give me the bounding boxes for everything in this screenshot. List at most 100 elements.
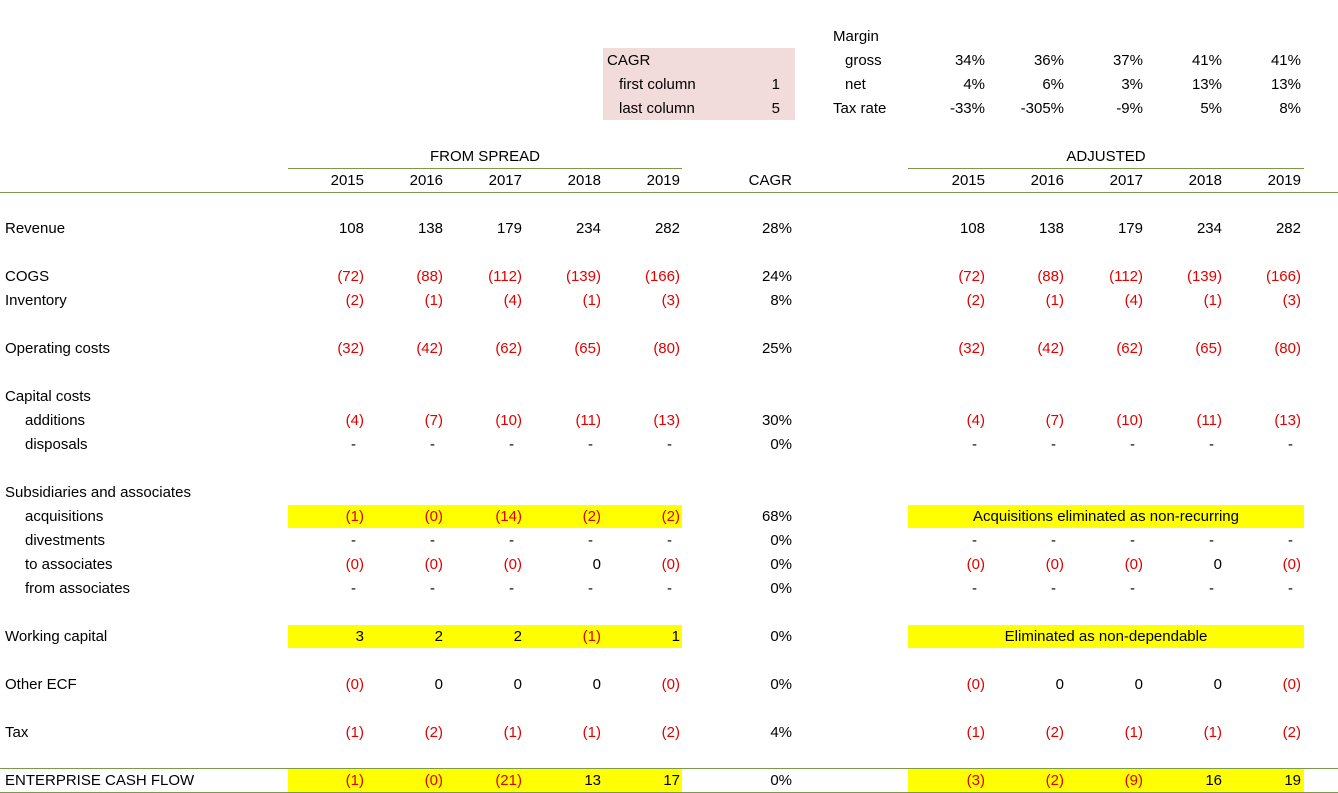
adjusted-value-cell[interactable]: (139) [1186, 268, 1222, 285]
cagr-value-cell[interactable]: 68% [761, 508, 792, 525]
adjusted-value-cell[interactable]: - [1051, 580, 1056, 597]
spread-value-cell[interactable]: - [667, 532, 672, 549]
adjusted-value-cell[interactable]: 16 [1205, 772, 1222, 789]
adjusted-value-cell[interactable]: (0) [1282, 676, 1301, 693]
adjusted-value-cell[interactable]: (4) [966, 412, 985, 429]
adjusted-value-cell[interactable]: 0 [1134, 676, 1143, 693]
adjusted-value-cell[interactable]: (1) [1124, 724, 1143, 741]
spread-value-cell[interactable]: (0) [424, 508, 443, 525]
spread-value-cell[interactable]: (72) [337, 268, 364, 285]
adjusted-value-cell[interactable]: (62) [1116, 340, 1143, 357]
adjusted-value-cell[interactable]: (1) [1203, 724, 1222, 741]
adjusted-value-cell[interactable]: (0) [1045, 556, 1064, 573]
spread-value-cell[interactable]: 2 [513, 628, 522, 645]
first-column-value[interactable]: 1 [771, 76, 780, 93]
spread-value-cell[interactable]: (1) [582, 724, 601, 741]
spread-value-cell[interactable]: (3) [661, 292, 680, 309]
cagr-value-cell[interactable]: 25% [761, 340, 792, 357]
spread-value-cell[interactable]: 179 [496, 220, 522, 237]
spread-value-cell[interactable]: (88) [416, 268, 443, 285]
spread-value-cell[interactable]: - [667, 436, 672, 453]
adjusted-value-cell[interactable]: 282 [1275, 220, 1301, 237]
adjusted-value-cell[interactable]: 179 [1117, 220, 1143, 237]
spread-value-cell[interactable]: - [430, 436, 435, 453]
tax-margin-value[interactable]: -9% [1116, 100, 1143, 117]
adjusted-value-cell[interactable]: - [972, 532, 977, 549]
adjusted-value-cell[interactable]: (10) [1116, 412, 1143, 429]
adjusted-value-cell[interactable]: (3) [1282, 292, 1301, 309]
adjusted-value-cell[interactable]: - [1051, 532, 1056, 549]
spread-value-cell[interactable]: (0) [661, 676, 680, 693]
net-margin-value[interactable]: 13% [1270, 76, 1301, 93]
spread-value-cell[interactable]: (2) [424, 724, 443, 741]
spread-value-cell[interactable]: 108 [338, 220, 364, 237]
cagr-value-cell[interactable]: 0% [770, 676, 792, 693]
gross-margin-value[interactable]: 41% [1191, 52, 1222, 69]
spread-value-cell[interactable]: - [351, 436, 356, 453]
net-margin-value[interactable]: 3% [1121, 76, 1143, 93]
adjusted-value-cell[interactable]: 0 [1213, 556, 1222, 573]
spread-value-cell[interactable]: (0) [661, 556, 680, 573]
adjusted-value-cell[interactable]: (9) [1124, 772, 1143, 789]
tax-margin-value[interactable]: 5% [1200, 100, 1222, 117]
adjusted-value-cell[interactable]: (1) [1045, 292, 1064, 309]
adjusted-value-cell[interactable]: (80) [1274, 340, 1301, 357]
spread-value-cell[interactable]: (112) [488, 268, 522, 285]
spread-value-cell[interactable]: 138 [417, 220, 443, 237]
adjusted-value-cell[interactable]: (88) [1037, 268, 1064, 285]
spread-value-cell[interactable]: - [509, 580, 514, 597]
gross-margin-value[interactable]: 36% [1033, 52, 1064, 69]
adjusted-value-cell[interactable]: (166) [1265, 268, 1301, 285]
adjusted-value-cell[interactable]: - [1209, 532, 1214, 549]
spread-value-cell[interactable]: - [509, 532, 514, 549]
spread-value-cell[interactable]: 0 [513, 676, 522, 693]
cagr-value-cell[interactable]: 30% [761, 412, 792, 429]
adjusted-value-cell[interactable]: 138 [1038, 220, 1064, 237]
spread-value-cell[interactable]: (10) [495, 412, 522, 429]
adjusted-value-cell[interactable]: - [1130, 580, 1135, 597]
spread-value-cell[interactable]: (4) [345, 412, 364, 429]
tax-margin-value[interactable]: 8% [1279, 100, 1301, 117]
adjusted-value-cell[interactable]: 0 [1213, 676, 1222, 693]
spread-value-cell[interactable]: - [351, 532, 356, 549]
spread-value-cell[interactable]: 0 [592, 556, 601, 573]
spread-value-cell[interactable]: (62) [495, 340, 522, 357]
adjusted-value-cell[interactable]: 19 [1284, 772, 1301, 789]
adjusted-value-cell[interactable]: (32) [958, 340, 985, 357]
spread-value-cell[interactable]: (14) [495, 508, 522, 525]
adjusted-value-cell[interactable]: (3) [966, 772, 985, 789]
spread-value-cell[interactable]: - [351, 580, 356, 597]
adjusted-value-cell[interactable]: (112) [1109, 268, 1143, 285]
adjusted-value-cell[interactable]: 108 [959, 220, 985, 237]
adjusted-value-cell[interactable]: - [1288, 580, 1293, 597]
adjusted-value-cell[interactable]: (2) [1045, 772, 1064, 789]
adjusted-value-cell[interactable]: (65) [1195, 340, 1222, 357]
spread-value-cell[interactable]: (0) [424, 772, 443, 789]
spread-value-cell[interactable]: (7) [424, 412, 443, 429]
spread-value-cell[interactable]: 2 [434, 628, 443, 645]
spread-value-cell[interactable]: (11) [575, 412, 601, 429]
spread-value-cell[interactable]: - [588, 436, 593, 453]
spread-value-cell[interactable]: 1 [671, 628, 680, 645]
spread-value-cell[interactable]: (1) [503, 724, 522, 741]
net-margin-value[interactable]: 4% [963, 76, 985, 93]
adjusted-value-cell[interactable]: (11) [1196, 412, 1222, 429]
tax-margin-value[interactable]: -305% [1020, 100, 1064, 117]
tax-margin-value[interactable]: -33% [949, 100, 985, 117]
adjusted-value-cell[interactable]: (2) [1282, 724, 1301, 741]
spread-value-cell[interactable]: (1) [345, 508, 364, 525]
spread-value-cell[interactable]: (80) [653, 340, 680, 357]
cagr-value-cell[interactable]: 24% [761, 268, 792, 285]
last-column-value[interactable]: 5 [771, 100, 780, 117]
spread-value-cell[interactable]: (4) [503, 292, 522, 309]
adjusted-value-cell[interactable]: (2) [1045, 724, 1064, 741]
cagr-value-cell[interactable]: 8% [770, 292, 792, 309]
spread-value-cell[interactable]: (21) [495, 772, 522, 789]
adjusted-value-cell[interactable]: - [1130, 436, 1135, 453]
adjusted-value-cell[interactable]: - [1288, 532, 1293, 549]
spread-value-cell[interactable]: - [430, 580, 435, 597]
adjusted-value-cell[interactable]: (72) [958, 268, 985, 285]
adjusted-value-cell[interactable]: (4) [1124, 292, 1143, 309]
net-margin-value[interactable]: 6% [1042, 76, 1064, 93]
adjusted-value-cell[interactable]: - [972, 436, 977, 453]
